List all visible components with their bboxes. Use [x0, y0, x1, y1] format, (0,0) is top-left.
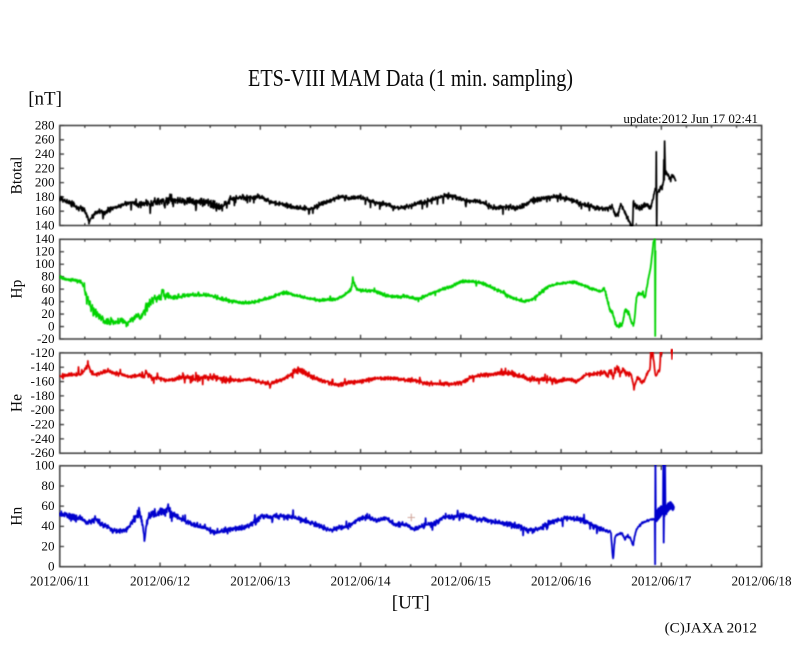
- svg-text:2012/06/17: 2012/06/17: [631, 574, 691, 589]
- svg-text:0: 0: [48, 559, 55, 574]
- svg-text:40: 40: [41, 518, 55, 533]
- svg-text:[UT]: [UT]: [392, 593, 430, 614]
- svg-text:-160: -160: [30, 373, 54, 388]
- svg-text:220: 220: [35, 160, 55, 175]
- svg-text:80: 80: [41, 269, 55, 284]
- svg-text:ETS-VIII MAM Data (1 min. samp: ETS-VIII MAM Data (1 min. sampling): [248, 65, 573, 92]
- svg-text:Hn: Hn: [9, 507, 26, 526]
- svg-text:180: 180: [35, 189, 55, 204]
- svg-text:2012/06/18: 2012/06/18: [732, 574, 792, 589]
- svg-text:Hp: Hp: [9, 279, 26, 298]
- svg-text:-200: -200: [30, 402, 54, 417]
- svg-text:280: 280: [35, 117, 55, 132]
- svg-text:-180: -180: [30, 388, 54, 403]
- svg-text:20: 20: [41, 306, 55, 321]
- svg-text:240: 240: [35, 146, 55, 161]
- svg-text:2012/06/11: 2012/06/11: [30, 574, 90, 589]
- svg-text:2012/06/14: 2012/06/14: [331, 574, 391, 589]
- svg-text:20: 20: [41, 538, 55, 553]
- svg-text:-120: -120: [30, 345, 54, 360]
- svg-text:200: 200: [35, 175, 55, 190]
- svg-text:update:2012 Jun 17 02:41: update:2012 Jun 17 02:41: [623, 111, 758, 126]
- svg-text:2012/06/15: 2012/06/15: [431, 574, 491, 589]
- svg-text:2012/06/16: 2012/06/16: [531, 574, 591, 589]
- svg-text:260: 260: [35, 132, 55, 147]
- svg-text:2012/06/13: 2012/06/13: [230, 574, 290, 589]
- svg-text:0: 0: [48, 318, 55, 333]
- svg-text:60: 60: [41, 281, 55, 296]
- svg-text:2012/06/12: 2012/06/12: [130, 574, 190, 589]
- svg-text:He: He: [9, 394, 26, 412]
- svg-text:-240: -240: [30, 431, 54, 446]
- svg-text:-20: -20: [37, 331, 55, 346]
- svg-text:-220: -220: [30, 416, 54, 431]
- svg-text:(C)JAXA 2012: (C)JAXA 2012: [665, 620, 757, 637]
- svg-text:160: 160: [35, 203, 55, 218]
- svg-text:140: 140: [35, 231, 55, 246]
- svg-text:120: 120: [35, 244, 55, 259]
- svg-text:100: 100: [35, 458, 55, 473]
- svg-text:-140: -140: [30, 359, 54, 374]
- svg-text:60: 60: [41, 498, 55, 513]
- svg-text:[nT]: [nT]: [28, 89, 62, 110]
- svg-text:-260: -260: [30, 445, 54, 460]
- svg-text:100: 100: [35, 256, 55, 271]
- svg-text:Btotal: Btotal: [9, 157, 26, 195]
- svg-text:40: 40: [41, 294, 55, 309]
- svg-text:140: 140: [35, 217, 55, 232]
- svg-text:80: 80: [41, 478, 55, 493]
